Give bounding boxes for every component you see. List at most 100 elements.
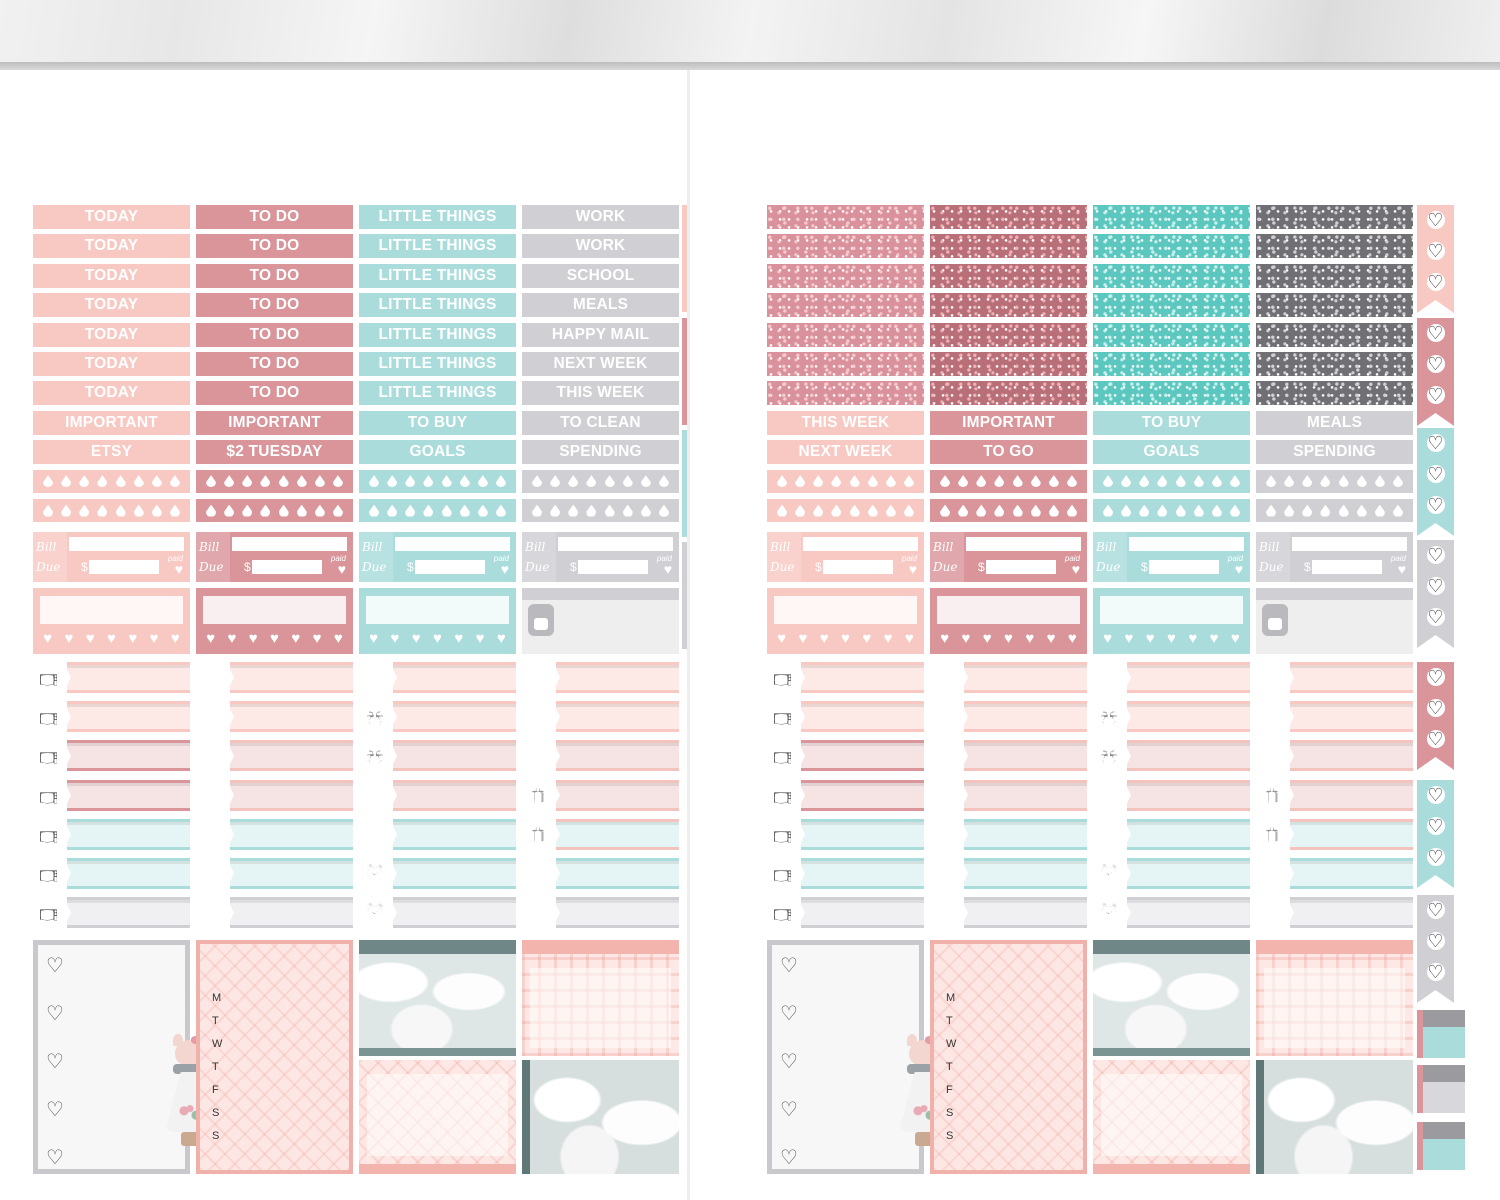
cart-icon: 🛒 (522, 740, 560, 772)
plaid-full-box (359, 1060, 516, 1174)
water-drop-icon (79, 504, 90, 517)
label-1-1: TODAY (33, 205, 190, 229)
tv-icon: 📺 (33, 897, 71, 929)
label-1-5: TODAY (33, 322, 190, 347)
water-drop-icon (1048, 504, 1059, 517)
heart-checkbox-icon: ♡ (1426, 847, 1445, 867)
dinner-icon: 🍽 (930, 818, 968, 850)
icon-checkbox-row: ⏰ (1093, 897, 1250, 929)
water-drop-icon (169, 475, 180, 488)
dinner-icon: 🍽 (930, 701, 968, 733)
dinner-icon: 🍽 (196, 779, 234, 811)
glitter-strip-3-3 (1093, 263, 1250, 288)
water-drop-icon (242, 504, 253, 517)
write-line (393, 897, 516, 929)
heart-checkbox-icon: ♡ (780, 1051, 798, 1073)
heart-row: ♥ ♥ ♥ ♥ ♥ ♥ ♥ (196, 631, 353, 646)
due-word: Due (1259, 560, 1284, 575)
ice-full-box (1093, 940, 1250, 1056)
heart-checkbox-icon: ♡ (46, 1003, 64, 1025)
paid-heart-icon: ♥ (500, 561, 509, 578)
water-drop-icon (314, 504, 325, 517)
water-drop-icon (405, 504, 416, 517)
heart-row: ♥ ♥ ♥ ♥ ♥ ♥ ♥ (930, 631, 1087, 646)
write-line (67, 818, 190, 850)
water-drops-row (1256, 499, 1413, 522)
tv-icon: 📺 (767, 701, 805, 733)
water-drop-icon (586, 504, 597, 517)
write-line (230, 818, 353, 850)
water-drop-icon (1030, 504, 1041, 517)
water-drop-icon (1356, 504, 1367, 517)
bill-due-sticker: Bill Due $ paid ♥ (359, 532, 516, 583)
write-line (67, 897, 190, 929)
icon-checkbox-row: 🎁 (522, 779, 679, 811)
bill-word: Bill (199, 540, 220, 555)
water-drop-icon (115, 504, 126, 517)
glitter-strip-3-6 (1093, 352, 1250, 376)
bow-icon: 🎀 (1093, 740, 1131, 772)
heart-tracker-sticker: ♥ ♥ ♥ ♥ ♥ ♥ ♥ (930, 588, 1087, 655)
water-drops-row (522, 499, 679, 522)
write-line (801, 858, 924, 889)
icon-checkbox-row: 🍽 (930, 858, 1087, 889)
due-word: Due (199, 560, 224, 575)
heart-checkbox-strip: ♡ ♡ ♡ (1417, 205, 1454, 313)
label-2-2: TO DO (196, 234, 353, 259)
bill-due-sticker: Bill Due $ paid ♥ (1093, 532, 1250, 583)
water-drop-icon (61, 504, 72, 517)
tv-icon: 📺 (33, 858, 71, 889)
weight-tracker-sticker (522, 588, 679, 655)
label-1-7: TODAY (33, 381, 190, 406)
heart-checkbox-icon: ♡ (780, 1003, 798, 1025)
write-line (801, 701, 924, 733)
icon-checkbox-row: 📺 (767, 897, 924, 929)
heart-tracker-sticker: ♥ ♥ ♥ ♥ ♥ ♥ ♥ (767, 588, 924, 655)
label-3-2: LITTLE THINGS (359, 234, 516, 259)
water-drop-icon (1229, 475, 1240, 488)
bill-tag: Bill Due (196, 532, 230, 583)
icon-checkbox-row: 📺 (33, 740, 190, 772)
write-line (964, 897, 1087, 929)
water-drop-icon (604, 504, 615, 517)
label-2-6: TO DO (196, 352, 353, 376)
heart-icon: ♥ (454, 630, 464, 648)
write-line (393, 818, 516, 850)
icon-checkbox-row: ✉ (1093, 662, 1250, 693)
write-line (67, 740, 190, 772)
bill-name-line (1292, 537, 1407, 552)
bill-due-sticker: Bill Due $ paid ♥ (767, 532, 924, 583)
glitter-strip-2-2 (930, 234, 1087, 259)
bill-tag: Bill Due (359, 532, 393, 583)
bill-due-sticker: Bill Due $ paid ♥ (33, 532, 190, 583)
write-line (67, 662, 190, 693)
label-3-8: TO BUY (1093, 410, 1250, 435)
heart-checkbox-icon: ♡ (1426, 931, 1445, 951)
label-4-9: SPENDING (1256, 440, 1413, 465)
heart-icon: ♥ (1124, 630, 1134, 648)
glitter-strip-2-3 (930, 263, 1087, 288)
water-drop-icon (1139, 475, 1150, 488)
write-line (556, 897, 679, 929)
water-drop-icon (1193, 475, 1204, 488)
water-drop-icon (1392, 475, 1403, 488)
heart-icon: ♥ (1067, 630, 1077, 648)
weekday-letter: W (946, 1038, 957, 1050)
write-line (230, 662, 353, 693)
heart-icon: ♥ (1209, 630, 1219, 648)
water-drop-icon (622, 475, 633, 488)
label-1-4: TODAY (33, 293, 190, 318)
label-3-1: LITTLE THINGS (359, 205, 516, 229)
heart-checkbox-icon: ♡ (1426, 385, 1445, 405)
tv-icon: 📺 (33, 662, 71, 693)
plaid-full-box (522, 940, 679, 1056)
heart-icon: ♥ (777, 630, 787, 648)
label-4-3: SCHOOL (522, 263, 679, 288)
label-1-9: ETSY (33, 440, 190, 465)
paid-word: paid (1390, 554, 1406, 564)
heart-icon: ♥ (248, 630, 258, 648)
icon-checkbox-row: 📺 (767, 818, 924, 850)
glitter-strip-1-2 (767, 234, 924, 259)
heart-icon: ♥ (798, 630, 808, 648)
water-drop-icon (831, 504, 842, 517)
